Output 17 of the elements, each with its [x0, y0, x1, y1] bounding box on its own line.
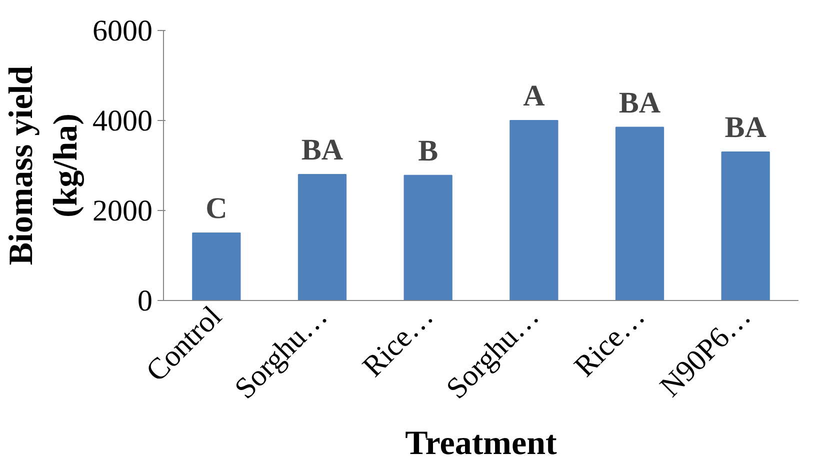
y-tick-label: 2000: [92, 194, 152, 228]
y-axis-title: Biomass yield (kg/ha): [3, 66, 84, 266]
bar: [298, 174, 347, 300]
data-label: A: [523, 80, 546, 112]
x-axis-title: Treatment: [405, 424, 558, 462]
bar: [615, 126, 664, 300]
data-label: BA: [724, 111, 767, 144]
bar: [510, 120, 558, 300]
data-label: C: [206, 192, 228, 225]
y-tick-label: 4000: [92, 104, 152, 138]
bar: [192, 232, 241, 300]
data-label: BA: [301, 134, 344, 166]
y-tick-label: 6000: [92, 14, 152, 48]
data-label: B: [418, 134, 438, 168]
bar: [721, 152, 770, 300]
bar: [404, 174, 452, 300]
data-label: BA: [618, 86, 661, 120]
